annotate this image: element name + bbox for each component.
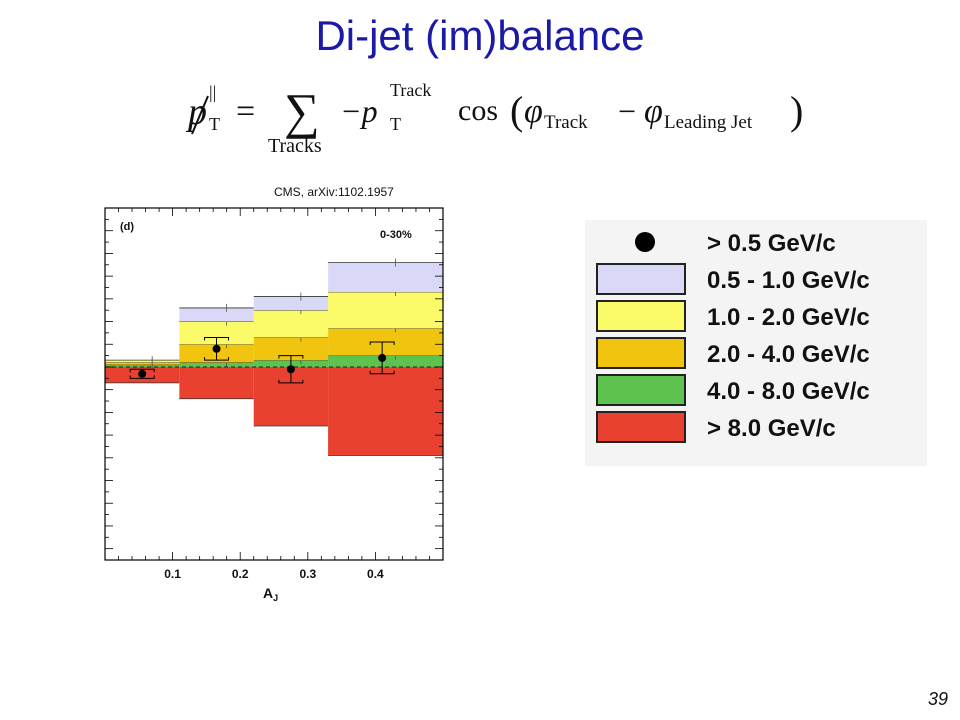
legend-dot-marker	[635, 232, 655, 252]
formula-cos: cos	[458, 94, 498, 127]
data-point-1	[212, 344, 221, 353]
x-axis-label: AJ	[263, 585, 278, 603]
point-syst-bracket-2-0	[278, 355, 304, 359]
legend-swatch-4	[596, 374, 686, 406]
bar-positive-2-0	[105, 360, 180, 363]
x-tick-label: 0.3	[299, 567, 316, 581]
point-syst-bracket-1-0	[204, 336, 230, 341]
formula-minus: −	[618, 93, 636, 129]
bar-positive-2-2	[253, 310, 329, 338]
formula-sum: ∑	[284, 83, 320, 139]
bar-positive-3-3	[328, 262, 443, 293]
source-credit: CMS, arXiv:1102.1957	[274, 185, 394, 199]
point-syst-bracket-0-1	[129, 375, 155, 379]
data-point-0	[138, 369, 147, 378]
bar-positive-1-2	[253, 337, 329, 361]
legend-label-4: 4.0 - 8.0 GeV/c	[707, 378, 870, 405]
formula-equals: =	[236, 93, 255, 130]
imbalance-chart: 0.1 0.2 0.3 0.4 (d) 0-30% AJ	[104, 207, 444, 603]
panel-label: (d)	[120, 221, 134, 233]
formula-minus-p: −p	[340, 93, 378, 129]
legend-label-1: 0.5 - 1.0 GeV/c	[707, 267, 870, 294]
point-syst-bracket-3-1	[369, 370, 395, 375]
bar-positive-3-2	[253, 296, 329, 311]
formula-p-subscript: T	[390, 114, 401, 134]
legend-label-0: > 0.5 GeV/c	[707, 230, 836, 257]
chart-legend: > 0.5 GeV/c 0.5 - 1.0 GeV/c 1.0 - 2.0 GeV/…	[585, 220, 927, 466]
legend-label-5: > 8.0 GeV/c	[707, 415, 836, 442]
legend-swatch-2	[596, 300, 686, 332]
legend-swatch-3	[596, 337, 686, 369]
data-point-2	[286, 365, 295, 374]
point-syst-bracket-3-0	[369, 341, 395, 345]
data-point-3	[378, 353, 387, 362]
bar-positive-2-3	[328, 292, 443, 329]
bar-positive-0-0	[105, 364, 180, 367]
formula-phi1-subscript: Track	[544, 112, 588, 133]
bar-positive-1-0	[105, 362, 180, 365]
formula-phi2: φ	[644, 93, 663, 130]
formula-phi1: φ	[524, 93, 543, 130]
x-tick-label: 0.2	[232, 567, 249, 581]
bar-positive-0-1	[179, 362, 254, 367]
legend-swatch-5	[596, 411, 686, 443]
legend-label-3: 2.0 - 4.0 GeV/c	[707, 341, 870, 368]
formula-open-paren: (	[510, 88, 523, 133]
formula-lhs-slash	[191, 95, 209, 135]
slide-title: Di-jet (im)balance	[315, 12, 645, 59]
legend-label-2: 1.0 - 2.0 GeV/c	[707, 304, 870, 331]
legend-swatch-1	[596, 263, 686, 295]
bar-negative-0-3	[328, 366, 443, 456]
formula-lhs-superscript: ||	[209, 82, 216, 102]
formula: p || T = ∑ Tracks −p Track T cos ( φ Tra…	[185, 80, 803, 157]
bar-positive-0-3	[328, 355, 443, 367]
point-syst-bracket-1-1	[204, 357, 230, 361]
formula-p-superscript: Track	[390, 80, 431, 100]
formula-sum-subscript: Tracks	[268, 135, 322, 157]
x-tick-label: 0.4	[367, 567, 384, 581]
bar-positive-2-1	[179, 321, 254, 345]
formula-lhs-p: p	[185, 91, 207, 133]
formula-lhs-subscript: T	[209, 114, 220, 134]
bar-negative-0-1	[179, 366, 254, 399]
page-number: 39	[927, 689, 948, 709]
bar-positive-3-1	[179, 307, 254, 322]
centrality-label: 0-30%	[380, 229, 412, 241]
formula-phi2-subscript: Leading Jet	[664, 112, 753, 133]
point-syst-bracket-2-1	[278, 379, 304, 384]
formula-close-paren: )	[790, 88, 803, 133]
point-syst-bracket-0-0	[129, 368, 155, 373]
x-tick-label: 0.1	[164, 567, 181, 581]
plot-frame	[104, 207, 444, 561]
